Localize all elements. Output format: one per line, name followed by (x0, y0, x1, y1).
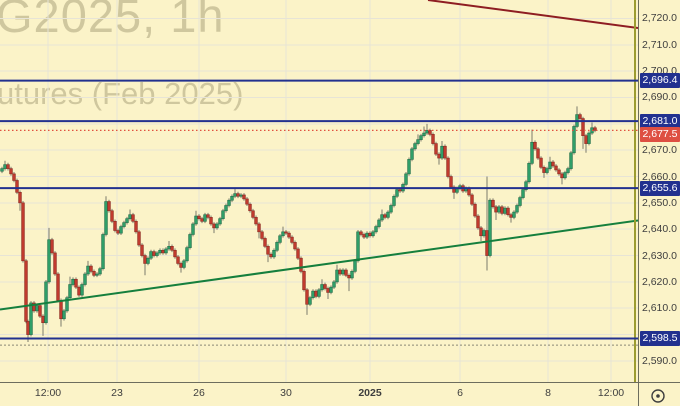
price-tick-label: 2,710.0 (641, 38, 677, 51)
level-price-badge: 2,681.0 (640, 113, 680, 129)
price-tick-label: 2,660.0 (641, 170, 677, 183)
price-tick-label: 2,620.0 (641, 275, 677, 288)
time-tick-label: 2025 (358, 387, 382, 399)
chart-plot-area[interactable]: G2025, 1h utures (Feb 2025) (0, 0, 638, 382)
axis-corner-separator (638, 382, 639, 406)
time-tick-label: 6 (457, 387, 463, 399)
level-price-badge: 2,696.4 (640, 73, 680, 89)
price-scale-settings-icon[interactable] (648, 386, 668, 406)
grid (0, 0, 638, 382)
time-tick-label: 30 (280, 387, 292, 399)
time-tick-label: 12:00 (597, 387, 625, 399)
price-tick-label: 2,720.0 (641, 12, 677, 25)
time-axis[interactable]: 12:00 23 26 30 2025 6 8 12:00 (0, 382, 680, 407)
price-tick-label: 2,650.0 (641, 196, 677, 209)
time-tick-label: 12:00 (34, 387, 62, 399)
price-axis[interactable]: 2,720.0 2,710.0 2,700.0 2,690.0 2,670.0 2,660… (638, 0, 680, 382)
price-tick-label: 2,610.0 (641, 302, 677, 315)
bottom-edge (0, 406, 680, 410)
candles (0, 106, 597, 342)
time-tick-label: 23 (111, 387, 123, 399)
price-tick-label: 2,630.0 (641, 249, 677, 262)
price-tick-label: 2,590.0 (641, 354, 677, 367)
time-tick-label: 26 (193, 387, 205, 399)
trendline-descending-resistance[interactable] (427, 0, 638, 29)
last-price-badge: 2,677.5 (640, 126, 680, 142)
price-tick-label: 2,640.0 (641, 223, 677, 236)
candlestick-chart[interactable] (0, 0, 638, 382)
price-tick-label: 2,690.0 (641, 91, 677, 104)
price-tick-label: 2,670.0 (641, 144, 677, 157)
level-price-badge: 2,598.5 (640, 331, 680, 347)
time-tick-label: 8 (545, 387, 551, 399)
level-price-badge: 2,655.6 (640, 180, 680, 196)
trendline-ascending-support[interactable] (0, 219, 638, 311)
